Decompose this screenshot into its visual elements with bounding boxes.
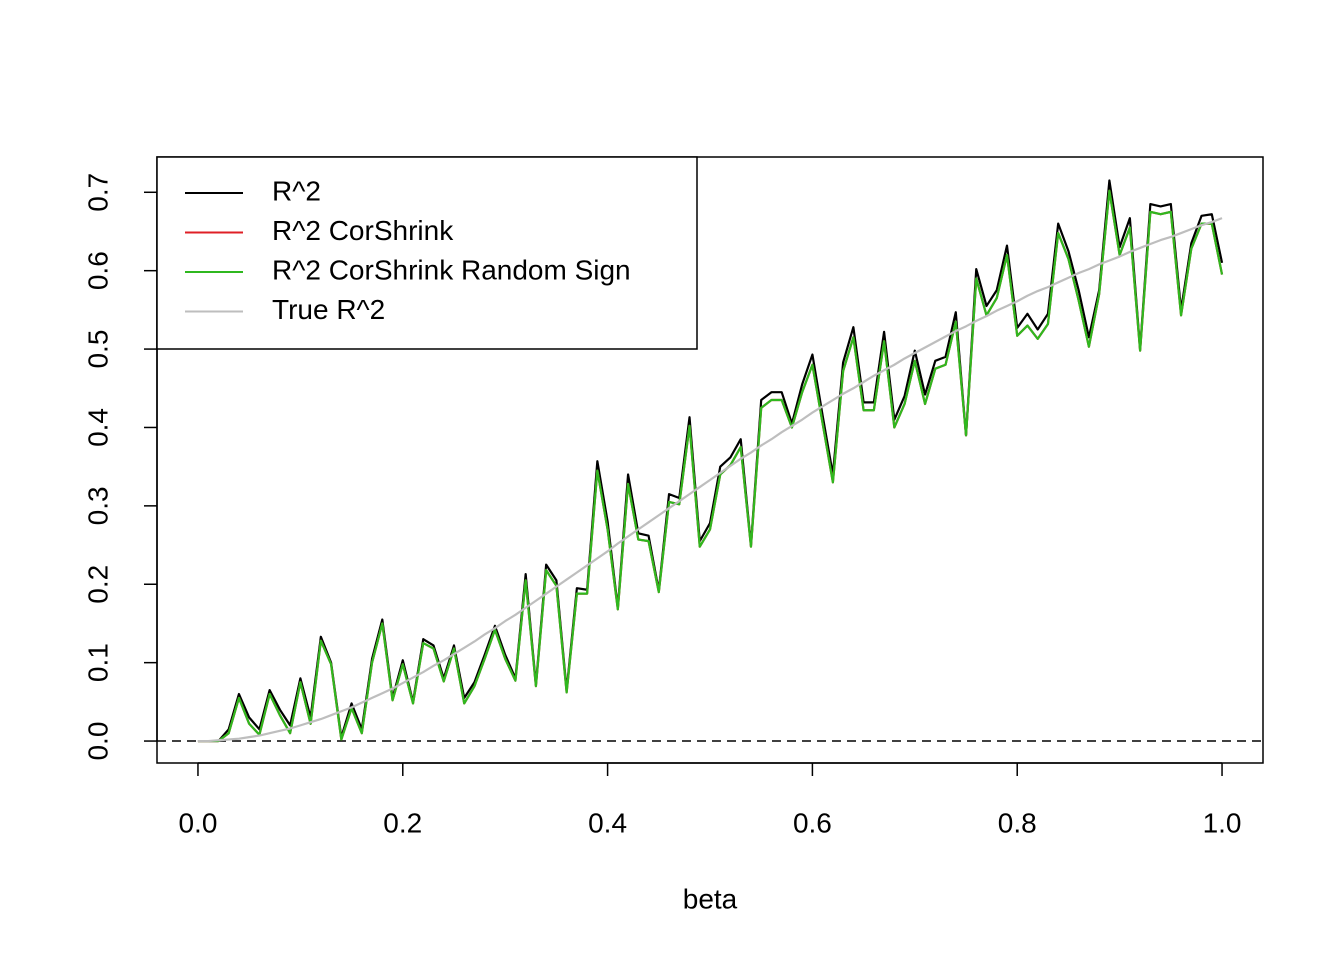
y-tick-label: 0.1: [82, 643, 113, 682]
y-tick-label: 0.0: [82, 722, 113, 761]
x-axis-label: beta: [683, 883, 738, 914]
legend-box: [156, 156, 698, 350]
x-tick-label: 1.0: [1203, 807, 1242, 838]
legend-label: True R^2: [272, 294, 385, 325]
x-tick-label: 0.6: [793, 807, 832, 838]
y-tick-label: 0.2: [82, 565, 113, 604]
y-tick-label: 0.7: [82, 173, 113, 212]
legend-label: R^2: [272, 175, 321, 206]
series-line: [197, 189, 1224, 743]
x-tick-label: 0.2: [383, 807, 422, 838]
y-tick-label: 0.6: [82, 251, 113, 290]
y-tick-label: 0.5: [82, 330, 113, 369]
y-tick-label: 0.3: [82, 486, 113, 525]
y-tick-label: 0.4: [82, 408, 113, 447]
x-tick-label: 0.4: [588, 807, 627, 838]
legend-label: R^2 CorShrink Random Sign: [272, 254, 631, 285]
x-tick-label: 0.0: [178, 807, 217, 838]
series-line: [197, 217, 1223, 743]
x-tick-label: 0.8: [998, 807, 1037, 838]
legend-label: R^2 CorShrink: [272, 215, 454, 246]
